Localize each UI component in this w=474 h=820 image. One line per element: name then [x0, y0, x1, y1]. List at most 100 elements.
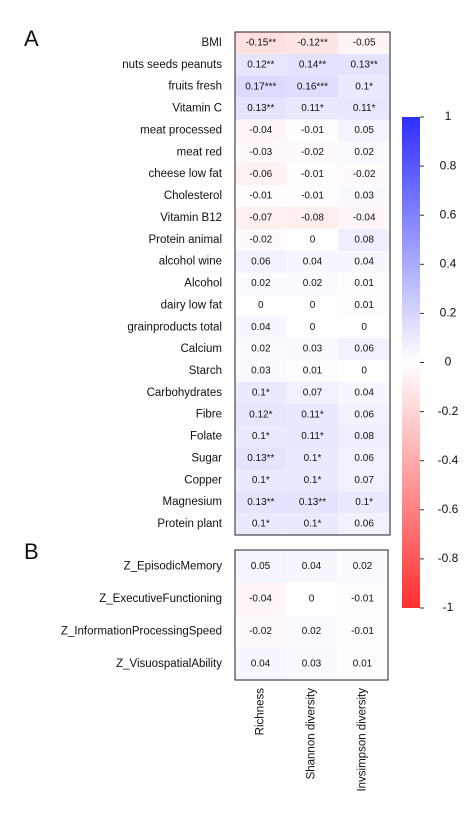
cell-label: 0.1* [252, 475, 270, 486]
heat-cell [338, 119, 390, 142]
row-label: Z_VisuospatialAbility [116, 658, 222, 670]
cell-label: 0 [361, 322, 367, 333]
colorbar-label: 0.4 [440, 256, 457, 270]
heat-cell [235, 141, 287, 164]
row-label: nuts seeds peanuts [122, 59, 222, 71]
heat-cell [286, 163, 339, 186]
row-label: Calcium [180, 343, 222, 355]
cell-label: -0.15** [246, 38, 277, 49]
heat-cell [338, 425, 390, 448]
heat-cell [338, 316, 390, 339]
cell-label: -0.01 [301, 191, 324, 202]
cell-label: 0.02 [354, 147, 374, 158]
heat-cell [338, 447, 390, 470]
cell-label: 0.11* [301, 409, 324, 420]
cell-label: 0.1* [252, 519, 270, 530]
heat-cell [286, 206, 339, 229]
cell-label: 0.04 [354, 387, 374, 398]
cell-label: -0.01 [351, 593, 374, 604]
heat-cell [286, 381, 339, 404]
cell-label: 0.02 [303, 278, 323, 289]
cell-label: -0.04 [249, 125, 272, 136]
cell-label: -0.04 [249, 593, 272, 604]
cell-label: -0.04 [353, 213, 376, 224]
row-label: Vitamin B12 [160, 212, 222, 224]
row-label: grainproducts total [127, 321, 222, 333]
cell-label: -0.02 [301, 147, 324, 158]
cell-label: 0.04 [354, 256, 374, 267]
heat-cell [286, 403, 339, 426]
row-label: alcohol wine [159, 256, 222, 268]
heat-cell [338, 185, 390, 207]
colorbar-label: -0.6 [438, 502, 459, 516]
heat-cell [235, 381, 287, 404]
cell-label: 0.06 [354, 409, 374, 420]
heat-cell [235, 447, 287, 470]
row-label: dairy low fat [161, 299, 223, 311]
column-label: Shannon diversity [306, 688, 318, 780]
colorbar-label: 0.8 [440, 158, 457, 172]
cell-label: -0.01 [301, 125, 324, 136]
cell-label: -0.12** [297, 38, 328, 49]
colorbar-label: -1 [443, 600, 454, 614]
heat-cell [235, 185, 287, 207]
cell-label: 0.06 [354, 453, 374, 464]
heat-cell [235, 97, 287, 120]
row-label: BMI [202, 37, 222, 49]
heat-cell [337, 582, 388, 615]
row-label: fruits fresh [168, 81, 222, 93]
row-label: cheese low fat [148, 168, 222, 180]
heat-cell [338, 491, 390, 514]
heat-cell [235, 425, 287, 448]
cell-label: -0.01 [249, 191, 272, 202]
heat-cell [235, 228, 287, 251]
cell-label: -0.01 [301, 169, 324, 180]
cell-label: 0.02 [251, 344, 271, 355]
cell-label: 0 [310, 300, 316, 311]
heat-cell [286, 185, 339, 207]
colorbar [402, 117, 420, 608]
heat-cell [235, 250, 287, 273]
heat-cell [337, 550, 388, 583]
cell-label: -0.01 [351, 626, 374, 637]
row-label: meat red [177, 146, 222, 158]
cell-label: 0.04 [251, 658, 271, 669]
heat-cell [286, 360, 339, 382]
cell-label: 0.1* [252, 387, 270, 398]
heat-cell [286, 228, 339, 251]
row-label: Fibre [196, 409, 222, 421]
row-label: Copper [184, 474, 222, 486]
cell-label: 0 [309, 593, 315, 604]
colorbar-label: -0.8 [438, 551, 459, 565]
cell-label: 0.06 [251, 256, 271, 267]
heat-cell [286, 316, 339, 339]
heat-cell [235, 163, 287, 186]
cell-label: 0.03 [354, 191, 374, 202]
row-label: meat processed [140, 124, 222, 136]
colorbar-label: 0.2 [440, 306, 457, 320]
cell-label: 0.1* [304, 475, 322, 486]
cell-label: 0.03 [302, 658, 322, 669]
heat-cell [286, 75, 339, 98]
heat-cell [286, 97, 339, 120]
cell-label: 0.13** [299, 497, 326, 508]
heat-cell [286, 582, 337, 615]
colorbar-label: 0 [445, 355, 452, 369]
cell-label: 0.1* [355, 81, 373, 92]
cell-label: 0.05 [251, 561, 271, 572]
heat-cell [286, 491, 339, 514]
row-label: Folate [190, 431, 222, 443]
cell-label: 0 [310, 234, 316, 245]
cell-label: 0.08 [354, 431, 374, 442]
heat-cell [235, 272, 287, 295]
row-label: Sugar [191, 452, 222, 464]
cell-label: 0.06 [354, 519, 374, 530]
heat-cell [338, 403, 390, 426]
cell-label: 0.17*** [245, 81, 276, 92]
heat-cell [338, 53, 390, 76]
cell-label: 0.01 [303, 366, 323, 377]
colorbar-label: -0.4 [438, 453, 459, 467]
heat-cell [286, 469, 339, 492]
cell-label: 0.12** [247, 59, 274, 70]
